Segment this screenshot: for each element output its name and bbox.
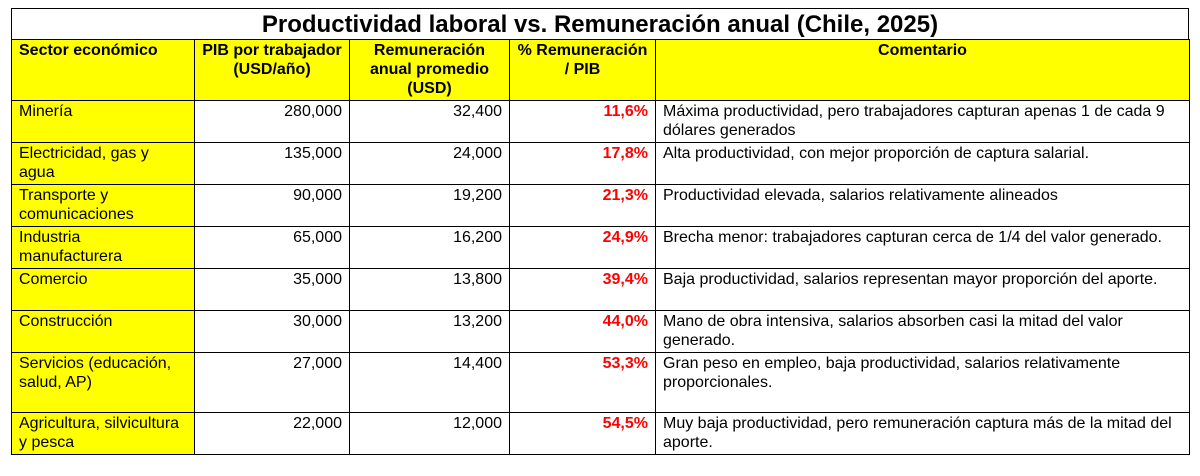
table-row: Electricidad, gas y agua 135,000 24,000 …: [11, 142, 1190, 185]
header-pib: PIB por trabajador (USD/año): [194, 39, 350, 101]
pib-cell: 280,000: [194, 100, 350, 143]
table-row: Construcción 30,000 13,200 44,0% Mano de…: [11, 310, 1190, 353]
header-row: Sector económico PIB por trabajador (USD…: [11, 39, 1190, 101]
percent-cell: 17,8%: [509, 142, 656, 185]
percent-cell: 39,4%: [509, 268, 656, 311]
comment-cell: Mano de obra intensiva, salarios absorbe…: [655, 310, 1190, 353]
table-row: Comercio 35,000 13,800 39,4% Baja produc…: [11, 268, 1190, 311]
percent-cell: 21,3%: [509, 184, 656, 227]
table-container: Productividad laboral vs. Remuneración a…: [11, 8, 1190, 455]
sector-cell: Electricidad, gas y agua: [11, 142, 195, 185]
header-sector: Sector económico: [11, 39, 195, 101]
comment-cell: Muy baja productividad, pero remuneració…: [655, 412, 1190, 455]
table-row: Transporte y comunicaciones 90,000 19,20…: [11, 184, 1190, 227]
comment-cell: Productividad elevada, salarios relativa…: [655, 184, 1190, 227]
remuneracion-cell: 12,000: [349, 412, 510, 455]
percent-cell: 24,9%: [509, 226, 656, 269]
sector-cell: Minería: [11, 100, 195, 143]
table-row: Minería 280,000 32,400 11,6% Máxima prod…: [11, 100, 1190, 143]
percent-cell: 54,5%: [509, 412, 656, 455]
pib-cell: 65,000: [194, 226, 350, 269]
pib-cell: 27,000: [194, 352, 350, 413]
remuneracion-cell: 24,000: [349, 142, 510, 185]
percent-cell: 11,6%: [509, 100, 656, 143]
sector-cell: Agricultura, silvicultura y pesca: [11, 412, 195, 455]
comment-cell: Máxima productividad, pero trabajadores …: [655, 100, 1190, 143]
table-row: Servicios (educación, salud, AP) 27,000 …: [11, 352, 1190, 413]
table-row: Agricultura, silvicultura y pesca 22,000…: [11, 412, 1190, 455]
pib-cell: 90,000: [194, 184, 350, 227]
percent-cell: 53,3%: [509, 352, 656, 413]
comment-cell: Brecha menor: trabajadores capturan cerc…: [655, 226, 1190, 269]
sector-cell: Construcción: [11, 310, 195, 353]
remuneracion-cell: 16,200: [349, 226, 510, 269]
sector-cell: Comercio: [11, 268, 195, 311]
header-remuneracion: Remuneración anual promedio (USD): [349, 39, 510, 101]
remuneracion-cell: 32,400: [349, 100, 510, 143]
comment-cell: Alta productividad, con mejor proporción…: [655, 142, 1190, 185]
remuneracion-cell: 13,800: [349, 268, 510, 311]
pib-cell: 30,000: [194, 310, 350, 353]
data-table: Sector económico PIB por trabajador (USD…: [11, 39, 1190, 455]
sector-cell: Industria manufacturera: [11, 226, 195, 269]
header-comentario: Comentario: [655, 39, 1190, 101]
remuneracion-cell: 14,400: [349, 352, 510, 413]
pib-cell: 22,000: [194, 412, 350, 455]
table-title: Productividad laboral vs. Remuneración a…: [11, 8, 1189, 39]
remuneracion-cell: 19,200: [349, 184, 510, 227]
pib-cell: 35,000: [194, 268, 350, 311]
header-percent: % Remuneración / PIB: [509, 39, 656, 101]
table-row: Industria manufacturera 65,000 16,200 24…: [11, 226, 1190, 269]
comment-cell: Gran peso en empleo, baja productividad,…: [655, 352, 1190, 413]
sector-cell: Transporte y comunicaciones: [11, 184, 195, 227]
comment-cell: Baja productividad, salarios representan…: [655, 268, 1190, 311]
sector-cell: Servicios (educación, salud, AP): [11, 352, 195, 413]
remuneracion-cell: 13,200: [349, 310, 510, 353]
pib-cell: 135,000: [194, 142, 350, 185]
percent-cell: 44,0%: [509, 310, 656, 353]
